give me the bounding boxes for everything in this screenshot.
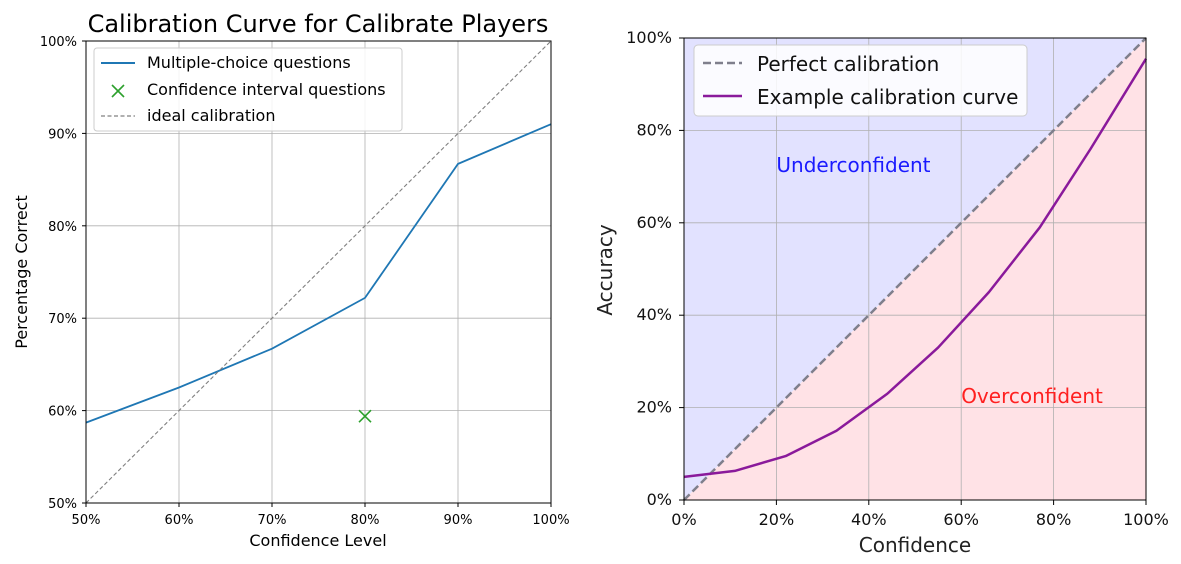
x-tick-label: 80% [1036,510,1072,529]
right-plot-frame [683,37,1147,501]
right-legend: Perfect calibration Example calibration … [693,44,1028,117]
legend-label-example-calibration: Example calibration curve [757,85,1018,109]
left-series-group [85,40,552,504]
y-tick-label: 50% [48,497,77,512]
x-tick-label: 60% [165,513,194,528]
x-tick-label: 20% [759,510,795,529]
x-tick-label: 0% [671,510,696,529]
x-tick-label: 40% [851,510,887,529]
y-tick-label: 60% [636,213,672,232]
legend-label-perfect-calibration: Perfect calibration [757,52,939,76]
left-y-axis-label: Percentage Correct [12,195,31,349]
y-tick-label: 90% [48,127,77,142]
x-tick-label: 60% [943,510,979,529]
left-calibration-chart: 50% 60% 70% 80% 90% 100% 50% 60% 70% 80% 90% 100% C… [12,10,570,550]
right-x-axis-label: Confidence [859,533,971,557]
annotation-underconfident: Underconfident [776,153,930,177]
annotation-overconfident: Overconfident [961,384,1103,408]
y-tick-label: 60% [48,405,77,420]
y-tick-label: 40% [636,305,672,324]
x-tick-label: 50% [72,513,101,528]
right-ticks: 0% 20% 40% 60% 80% 100% 0% 20% 40% 60% 80% 100% [626,28,1169,529]
right-series-group [683,37,1148,501]
y-tick-label: 80% [48,220,77,235]
x-tick-label: 80% [351,513,380,528]
right-legend-box [693,44,1028,117]
right-y-axis-label: Accuracy [593,224,617,315]
y-tick-label: 0% [647,490,672,509]
series-line-ideal-calibration [85,40,552,504]
series-line-multiple-choice [85,123,552,424]
y-tick-label: 80% [636,120,672,139]
left-x-axis-label: Confidence Level [249,531,386,550]
legend-swatch-confidence-interval [111,84,125,98]
left-legend: Multiple-choice questions Confidence int… [93,47,403,132]
data-point-confidence-interval [358,409,372,423]
legend-label-confidence-interval: Confidence interval questions [147,80,386,99]
series-line-example-calibration [683,58,1148,479]
x-tick-label: 100% [1123,510,1169,529]
y-tick-label: 100% [626,28,672,47]
series-line-perfect-calibration [683,37,1147,501]
x-tick-label: 100% [532,513,569,528]
left-legend-box [93,47,403,132]
legend-label-ideal-calibration: ideal calibration [147,106,275,125]
left-chart-title: Calibration Curve for Calibrate Players [88,10,549,38]
x-tick-label: 70% [258,513,287,528]
right-calibration-chart: 0% 20% 40% 60% 80% 100% 0% 20% 40% 60% 80% 100% Con… [593,28,1169,557]
left-ticks: 50% 60% 70% 80% 90% 100% 50% 60% 70% 80% 90% 100% [40,35,570,528]
y-tick-label: 20% [636,398,672,417]
y-tick-label: 100% [40,35,77,50]
y-tick-label: 70% [48,312,77,327]
left-plot-frame [85,40,552,504]
x-tick-label: 90% [444,513,473,528]
legend-marker-x [111,84,125,98]
legend-label-multiple-choice: Multiple-choice questions [147,53,351,72]
